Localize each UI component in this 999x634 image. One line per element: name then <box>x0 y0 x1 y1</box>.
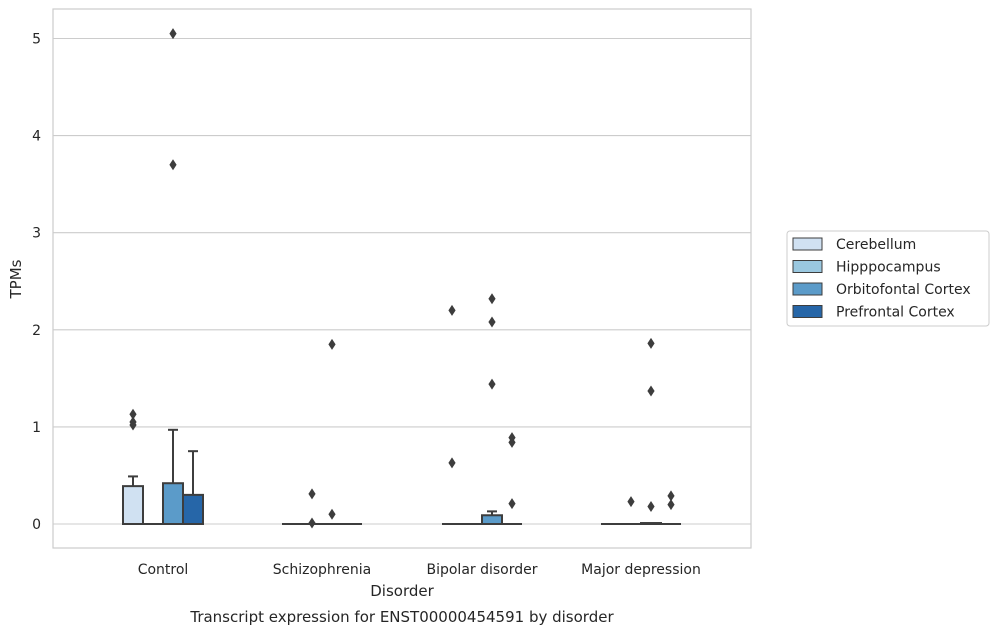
legend-frame <box>786 230 990 327</box>
y-tick-labels: 0 1 2 3 4 5 <box>32 32 41 534</box>
x-tick-labels: Control Schizophrenia Bipolar disorder Majo… <box>138 562 701 578</box>
box-2-1 <box>322 338 342 525</box>
outlier-point <box>508 432 516 444</box>
legend: Cerebellum Hipppocampus Orbitofontal Corte… <box>786 230 990 327</box>
x-axis-label: Disorder <box>370 582 434 600</box>
y-tick-label: 2 <box>32 323 41 339</box>
outlier-point <box>647 337 655 349</box>
outlier-point <box>328 508 336 520</box>
y-tick-label: 4 <box>32 129 41 145</box>
y-tick-label: 5 <box>32 32 41 48</box>
box-0-0 <box>122 408 144 526</box>
box <box>182 493 204 525</box>
box-0-2 <box>442 304 462 525</box>
box <box>122 485 144 526</box>
box-1-3 <box>621 496 641 525</box>
legend-label: Prefrontal Cortex <box>836 305 955 321</box>
outlier-point <box>448 457 456 469</box>
outlier-point <box>647 501 655 513</box>
box-3-2 <box>502 432 522 525</box>
y-tick-label: 0 <box>32 517 41 533</box>
legend-label: Cerebellum <box>836 237 916 253</box>
y-axis-label: TPMs <box>7 259 25 299</box>
outlier-point <box>667 490 675 502</box>
outlier-point <box>488 316 496 328</box>
outlier-point <box>308 488 316 500</box>
outlier-point <box>667 499 675 511</box>
x-tick-label: Control <box>138 562 189 578</box>
outlier-point <box>488 378 496 390</box>
outlier-point <box>169 28 177 40</box>
outlier-point <box>328 338 336 350</box>
box <box>481 514 503 525</box>
box-plots <box>122 28 681 529</box>
outlier-point <box>488 293 496 305</box>
box-2-0 <box>162 28 184 525</box>
outlier-point <box>448 304 456 316</box>
outlier-point <box>169 159 177 171</box>
box-2-3 <box>640 337 662 525</box>
x-tick-label: Major depression <box>581 562 701 578</box>
outlier-point <box>129 416 137 428</box>
plot-frame <box>52 8 752 549</box>
legend-swatch <box>792 282 823 296</box>
y-tick-label: 1 <box>32 420 41 436</box>
legend-label: Orbitofontal Cortex <box>836 282 971 298</box>
box-1-1 <box>302 488 322 529</box>
plot-background <box>53 9 751 548</box>
outlier-point <box>308 517 316 529</box>
outlier-point <box>627 496 635 508</box>
box-2-2 <box>481 293 503 525</box>
outlier-point <box>647 385 655 397</box>
box-3-0 <box>182 450 204 525</box>
y-tick-label: 3 <box>32 226 41 242</box>
outlier-point <box>508 498 516 510</box>
legend-swatch <box>792 305 823 318</box>
legend-swatch <box>792 237 823 251</box>
x-tick-label: Schizophrenia <box>273 562 371 578</box>
chart-caption: Transcript expression for ENST0000045459… <box>189 608 614 626</box>
box-3-3 <box>661 490 681 525</box>
outlier-point <box>129 408 137 420</box>
legend-swatch <box>792 260 823 273</box>
legend-label: Hipppocampus <box>836 260 941 276</box>
box <box>162 482 184 525</box>
x-tick-label: Bipolar disorder <box>426 562 537 578</box>
